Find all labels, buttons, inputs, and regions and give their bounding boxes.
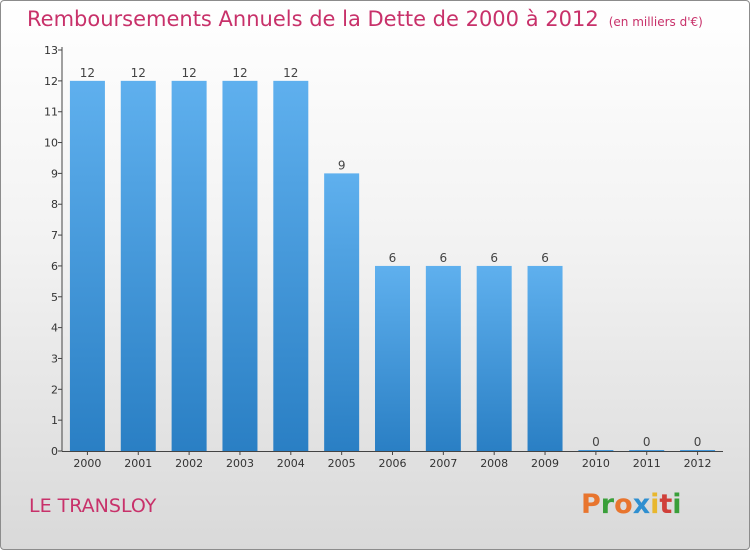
y-tick-label: 10: [44, 137, 58, 150]
data-label-2010: 0: [592, 435, 600, 449]
data-label-2002: 12: [181, 66, 196, 80]
logo-letter: P: [581, 489, 601, 520]
data-label-2004: 12: [283, 66, 298, 80]
x-tick-label-2003: 2003: [226, 457, 254, 470]
logo-letter: i: [672, 489, 682, 520]
x-tick-label-2012: 2012: [684, 457, 712, 470]
x-tick-label-2010: 2010: [582, 457, 610, 470]
bar-2005: [324, 173, 360, 451]
y-tick-label: 6: [51, 260, 58, 273]
data-label-2009: 6: [541, 251, 549, 265]
town-name: LE TRANSLOY: [29, 495, 157, 517]
y-tick-label: 4: [51, 322, 58, 335]
x-tick-label-2011: 2011: [633, 457, 661, 470]
x-tick-label-2001: 2001: [124, 457, 152, 470]
data-label-2007: 6: [440, 251, 448, 265]
bar-2008: [476, 265, 512, 451]
y-tick-label: 13: [44, 44, 58, 57]
data-label-2005: 9: [338, 158, 346, 172]
y-tick-label: 12: [44, 75, 58, 88]
data-label-2001: 12: [131, 66, 146, 80]
x-tick-label-2008: 2008: [480, 457, 508, 470]
bar-2003: [222, 80, 258, 451]
y-tick-label: 7: [51, 229, 58, 242]
data-label-2011: 0: [643, 435, 651, 449]
data-label-2012: 0: [694, 435, 702, 449]
y-tick-label: 8: [51, 198, 58, 211]
x-tick-label-2007: 2007: [429, 457, 457, 470]
bar-2001: [120, 80, 156, 451]
x-tick-label-2002: 2002: [175, 457, 203, 470]
proxiti-logo: Proxiti: [581, 489, 682, 520]
data-label-2008: 6: [490, 251, 498, 265]
y-tick-label: 1: [51, 414, 58, 427]
chart-title: Remboursements Annuels de la Dette de 20…: [27, 7, 599, 31]
bar-2000: [69, 80, 105, 451]
y-tick-label: 5: [51, 291, 58, 304]
logo-letter: o: [614, 489, 633, 520]
logo-letter: i: [650, 489, 660, 520]
data-label-2003: 12: [232, 66, 247, 80]
y-tick-label: 3: [51, 352, 58, 365]
bar-2011: [629, 450, 665, 451]
y-tick-label: 2: [51, 383, 58, 396]
title-line: Remboursements Annuels de la Dette de 20…: [27, 7, 703, 31]
bar-2004: [273, 80, 309, 451]
bar-2007: [425, 265, 461, 451]
x-tick-label-2004: 2004: [277, 457, 305, 470]
bar-2012: [680, 450, 716, 451]
x-tick-label-2000: 2000: [73, 457, 101, 470]
data-label-2006: 6: [389, 251, 397, 265]
bar-2010: [578, 450, 614, 451]
y-tick-label: 9: [51, 167, 58, 180]
bar-2006: [375, 265, 410, 451]
data-label-2000: 12: [80, 66, 95, 80]
chart-subtitle: (en milliers d'€): [608, 15, 703, 29]
logo-letter: r: [600, 489, 615, 520]
y-tick-label: 11: [44, 106, 58, 119]
bar-2002: [171, 80, 207, 451]
x-tick-label-2009: 2009: [531, 457, 559, 470]
y-tick-label: 0: [51, 445, 58, 458]
logo-letter: x: [632, 489, 651, 520]
logo-letter: t: [659, 489, 673, 520]
bar-2009: [527, 265, 563, 451]
x-tick-label-2005: 2005: [328, 457, 356, 470]
x-tick-label-2006: 2006: [379, 457, 407, 470]
